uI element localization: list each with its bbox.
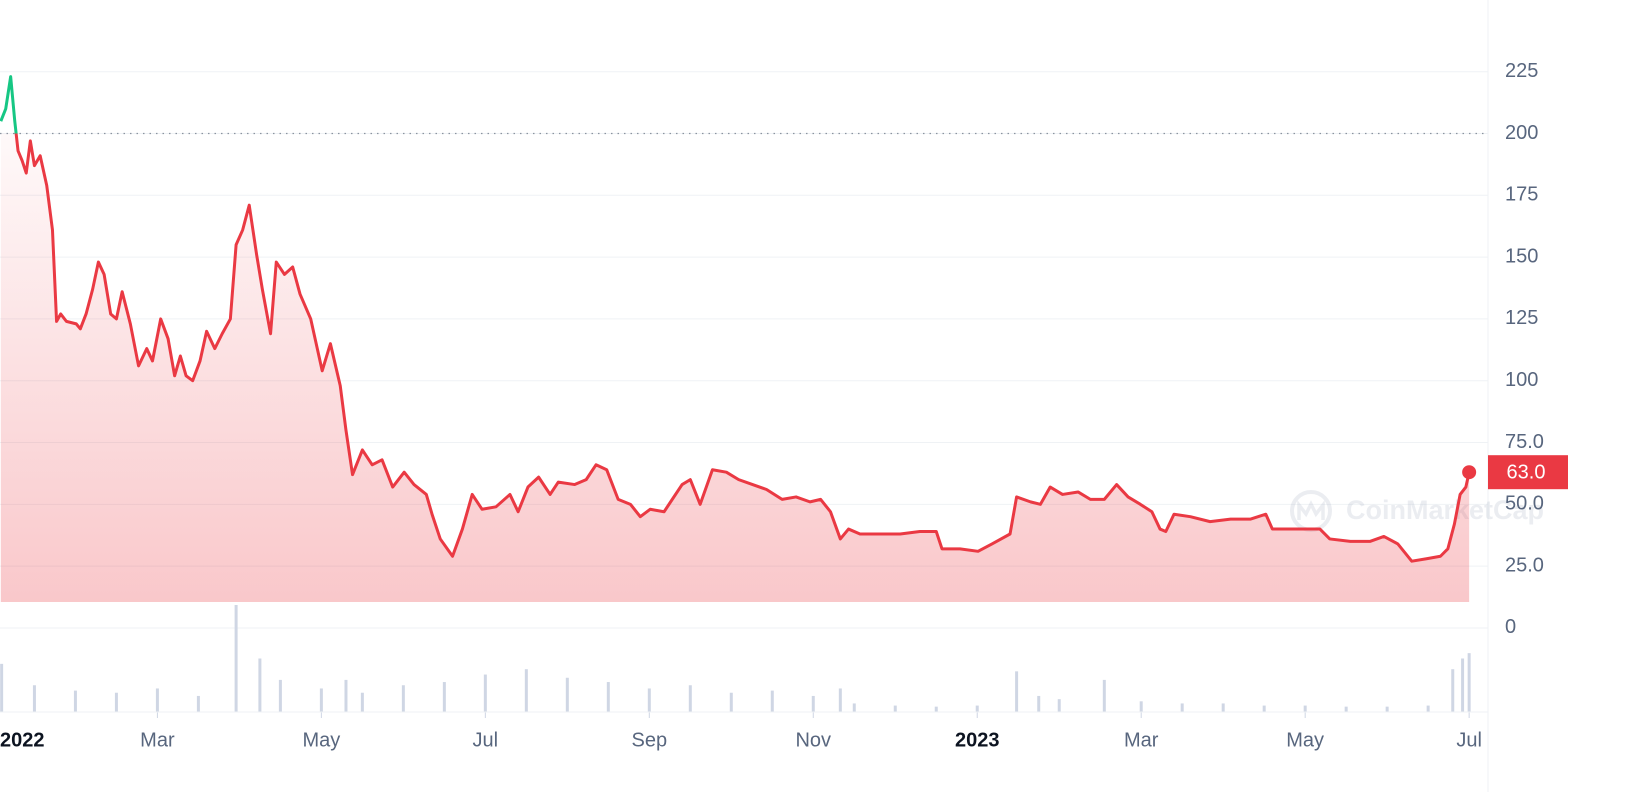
volume-bar (1451, 669, 1455, 712)
volume-bar (360, 692, 364, 712)
volume-bar (811, 695, 815, 712)
x-tick-label: May (302, 729, 340, 751)
x-tick-label: Mar (140, 729, 175, 751)
volume-bar (852, 703, 856, 712)
watermark-text: CoinMarketCap (1346, 495, 1544, 525)
x-tick-label: 2023 (955, 729, 1000, 751)
y-tick-label: 0 (1505, 616, 1516, 638)
y-tick-label: 100 (1505, 369, 1538, 391)
volume-bar (1426, 705, 1430, 712)
x-tick-label: 2022 (0, 729, 45, 751)
volume-bar (234, 605, 238, 712)
current-price-dot (1462, 465, 1477, 480)
y-tick-label: 75.0 (1505, 431, 1544, 453)
volume-bar (1102, 679, 1106, 712)
area (0, 133, 1470, 602)
volume-bar (1303, 705, 1307, 712)
volume-bar (1461, 658, 1465, 712)
volume-bar (114, 692, 118, 712)
volume-bar (401, 685, 405, 712)
y-tick-label: 125 (1505, 307, 1538, 329)
x-tick-label: Jul (1456, 729, 1482, 751)
x-tick-label: May (1286, 729, 1324, 751)
volume-bar (1221, 703, 1225, 712)
watermark-logo-mark (1297, 499, 1325, 520)
volume-bar (442, 682, 446, 712)
current-price-label: 63.0 (1507, 461, 1546, 483)
volume-bar (1057, 699, 1061, 712)
volume-bar (934, 706, 938, 712)
price-line (0, 75, 1477, 563)
y-tick-label: 200 (1505, 122, 1538, 144)
y-tick-label: 225 (1505, 60, 1538, 82)
volume-bar (483, 674, 487, 712)
volume-bar (606, 682, 610, 712)
volume-bar (975, 705, 979, 712)
volume-bar (838, 688, 842, 712)
volume-bar (565, 677, 569, 712)
volume-bar (893, 705, 897, 712)
volume-bar (1015, 671, 1019, 712)
volume-bar (155, 688, 159, 712)
volume-bar (1467, 653, 1471, 712)
y-tick-label: 175 (1505, 184, 1538, 206)
x-tick-label: Mar (1124, 729, 1159, 751)
x-tick-label: Sep (632, 729, 668, 751)
volume-bar (1262, 705, 1266, 712)
volume-bar (0, 663, 4, 712)
area-below (0, 133, 1470, 602)
x-tick-label: Jul (473, 729, 499, 751)
volume-bar (1385, 706, 1389, 712)
volume-bar (319, 688, 323, 712)
current-price-badge (1488, 455, 1568, 490)
volume-bar (647, 688, 651, 712)
volume-bar (1344, 706, 1348, 712)
axes: 0 25.0 50.0 75.0 100 125 150 175 200 225 2022 Mar Ma… (0, 60, 1568, 751)
volume-bar (73, 690, 77, 712)
volume-bar (729, 692, 733, 712)
y-tick-label: 50.0 (1505, 493, 1544, 515)
volume-bar (688, 685, 692, 712)
volume-bar (1139, 701, 1143, 712)
volume-bar (32, 685, 36, 712)
y-tick-label: 150 (1505, 245, 1538, 267)
volume-bar (344, 679, 348, 712)
volume-bar (524, 669, 528, 712)
x-tick-label: Nov (795, 729, 831, 751)
volume-bar (278, 679, 282, 712)
volume-bar (196, 695, 200, 712)
y-tick-label: 25.0 (1505, 554, 1544, 576)
volume-bar (1180, 703, 1184, 712)
line-below (14, 133, 1471, 563)
volume-bar (1037, 695, 1041, 712)
volume-bar (258, 658, 262, 712)
volume-bar (770, 690, 774, 712)
volume-bars (0, 605, 1471, 712)
